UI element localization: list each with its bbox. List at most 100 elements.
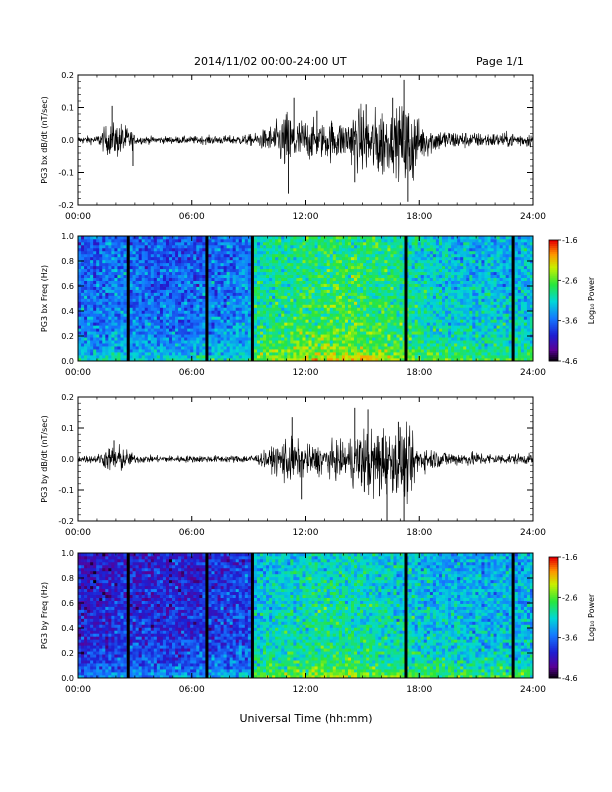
spectrogram-cell	[317, 319, 322, 323]
spectrogram-cell	[329, 298, 334, 302]
spectrogram-cell	[144, 241, 149, 246]
spectrogram-cell	[393, 238, 397, 243]
spectrogram-cell	[302, 358, 306, 362]
spectrogram-cell	[241, 283, 246, 287]
spectrogram-cell	[244, 286, 249, 290]
spectrogram-cell	[156, 274, 161, 279]
spectrogram-cell	[223, 262, 227, 267]
spectrogram-cell	[320, 313, 325, 317]
spectrogram-cell	[181, 274, 185, 279]
spectrogram-cell	[402, 343, 406, 347]
spectrogram-cell	[135, 310, 140, 314]
spectrogram-cell	[311, 289, 315, 293]
spectrogram-cell	[208, 316, 212, 320]
spectrogram-cell	[338, 340, 343, 344]
spectrogram-cell	[190, 247, 194, 252]
spectrogram-cell	[302, 244, 306, 249]
spectrogram-cell	[347, 241, 352, 246]
spectrogram-cell	[278, 301, 282, 305]
spectrogram-cell	[214, 346, 218, 350]
spectrogram-cell	[293, 346, 297, 350]
spectrogram-cell	[266, 331, 270, 335]
spectrogram-cell	[81, 238, 85, 243]
spectrogram-cell	[360, 286, 364, 290]
spectrogram-cell	[253, 241, 258, 246]
spectrogram-cell	[217, 304, 221, 308]
spectrogram-cell	[375, 349, 379, 353]
spectrogram-cell	[320, 358, 325, 362]
spectrogram-cell	[417, 328, 422, 332]
spectrogram-cell	[223, 346, 227, 350]
spectrogram-cell	[311, 286, 315, 290]
spectrogram-cell	[344, 334, 349, 338]
spectrogram-cell	[335, 274, 340, 279]
spectrogram-cell	[390, 352, 394, 356]
spectrogram-cell	[81, 262, 85, 267]
spectrogram-cell	[335, 346, 340, 350]
spectrogram-cell	[87, 271, 91, 276]
spectrogram-cell	[196, 289, 200, 293]
spectrogram-cell	[220, 289, 224, 293]
spectrogram-cell	[190, 346, 194, 350]
spectrogram-cell	[366, 298, 370, 302]
spectrogram-cell	[402, 271, 406, 276]
spectrogram-cell	[284, 322, 288, 326]
spectrogram-cell	[278, 352, 282, 356]
spectrogram-cell	[156, 265, 161, 270]
spectrogram-cell	[387, 268, 391, 273]
spectrogram-cell	[278, 241, 282, 246]
spectrogram-cell	[244, 274, 249, 279]
spectrogram-cell	[302, 247, 306, 252]
spectrogram-cell	[284, 292, 288, 296]
spectrogram-cell	[390, 268, 394, 273]
spectrogram-cell	[181, 277, 185, 281]
spectrogram-cell	[226, 310, 231, 314]
spectrogram-cell	[372, 250, 376, 255]
spectrogram-cell	[393, 301, 397, 305]
spectrogram-cell	[153, 304, 158, 308]
spectrogram-cell	[162, 331, 167, 335]
spectrogram-cell	[351, 238, 355, 243]
spectrogram-cell	[396, 352, 400, 356]
spectrogram-cell	[360, 301, 364, 305]
spectrogram-cell	[278, 310, 282, 314]
spectrogram-cell	[281, 343, 285, 347]
spectrogram-cell	[381, 358, 385, 362]
spectrogram-cell	[378, 340, 382, 344]
spectrogram-cell	[141, 355, 146, 359]
spectrogram-cell	[320, 325, 325, 329]
spectrogram-cell	[220, 236, 224, 240]
spectrogram-cell	[165, 304, 170, 308]
spectrogram-cell	[302, 271, 306, 276]
spectrogram-cell	[93, 247, 97, 252]
spectrogram-cell	[247, 265, 252, 270]
spectrogram-cell	[187, 328, 191, 332]
spectrogram-cell	[329, 277, 334, 281]
spectrogram-cell	[390, 256, 394, 261]
spectrogram-cell	[150, 331, 155, 335]
spectrogram-cell	[247, 325, 252, 329]
spectrogram-cell	[208, 325, 212, 329]
spectrogram-cell	[266, 274, 270, 279]
spectrogram-cell	[290, 295, 294, 299]
spectrogram-cell	[393, 307, 397, 311]
spectrogram-cell	[108, 247, 112, 252]
spectrogram-cell	[323, 292, 328, 296]
spectrogram-cell	[260, 313, 264, 317]
spectrogram-cell	[296, 331, 300, 335]
spectrogram-cell	[341, 322, 346, 326]
spectrogram-cell	[184, 298, 188, 302]
spectrogram-cell	[96, 316, 100, 320]
spectrogram-cell	[414, 262, 419, 267]
spectrogram-cell	[93, 289, 97, 293]
spectrogram-cell	[132, 337, 136, 341]
spectrogram-cell	[150, 325, 155, 329]
spectrogram-cell	[129, 337, 133, 341]
spectrogram-cell	[426, 298, 431, 302]
spectrogram-cell	[169, 283, 173, 287]
spectrogram-cell	[162, 307, 167, 311]
spectrogram-cell	[278, 328, 282, 332]
spectrogram-cell	[281, 277, 285, 281]
spectrogram-cell	[269, 289, 273, 293]
spectrogram-cell	[217, 271, 221, 276]
